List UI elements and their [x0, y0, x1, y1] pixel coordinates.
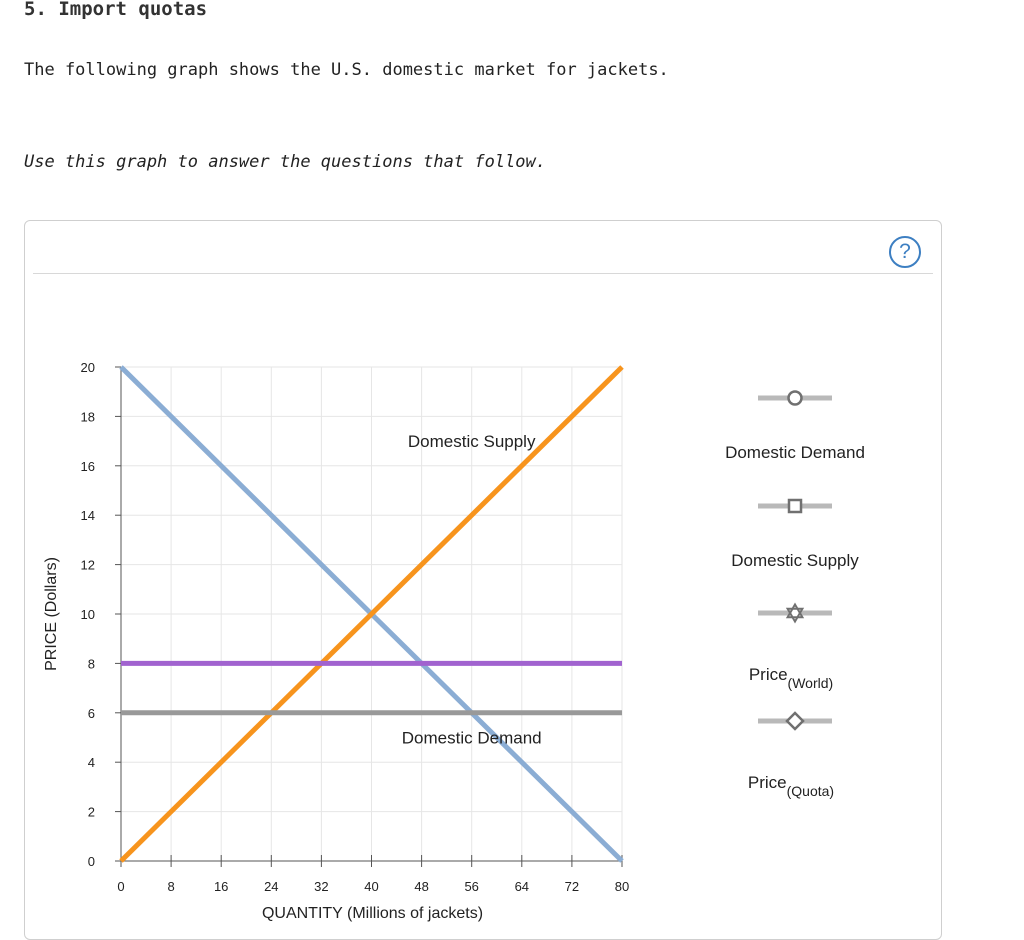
- panel-header-divider: [33, 273, 933, 274]
- legend-item[interactable]: Price(World): [749, 602, 833, 692]
- legend-label: Price(World): [749, 665, 833, 691]
- x-tick-label: 80: [615, 879, 629, 894]
- y-tick-label: 20: [81, 360, 95, 375]
- y-tick-label: 2: [88, 805, 95, 820]
- series-layer: [119, 365, 624, 863]
- legend-label: Domestic Supply: [731, 551, 859, 570]
- y-tick-label: 12: [81, 558, 95, 573]
- curve-label: Domestic Demand: [402, 729, 542, 748]
- x-tick-label: 0: [117, 879, 124, 894]
- x-tick-label: 72: [565, 879, 579, 894]
- star-marker-icon: [785, 607, 805, 624]
- square-marker-icon: [787, 498, 803, 514]
- y-tick-label: 4: [88, 755, 95, 770]
- y-tick-label: 10: [81, 607, 95, 622]
- x-tick-label: 16: [214, 879, 228, 894]
- y-tick-label: 6: [88, 706, 95, 721]
- x-tick-label: 24: [264, 879, 278, 894]
- question-instruction: Use this graph to answer the questions t…: [24, 152, 546, 172]
- legend-item[interactable]: Price(Quota): [748, 711, 834, 799]
- x-tick-label: 56: [464, 879, 478, 894]
- x-tick-label: 64: [515, 879, 529, 894]
- legend-item[interactable]: Domestic Demand: [725, 390, 865, 463]
- x-tick-label: 8: [167, 879, 174, 894]
- y-tick-label: 14: [81, 508, 95, 523]
- series-line-2[interactable]: [119, 365, 624, 863]
- y-axis-title: PRICE (Dollars): [43, 557, 60, 671]
- curve-label: Domestic Supply: [408, 432, 536, 451]
- question-title: 5. Import quotas: [24, 0, 208, 20]
- graph-panel: ?: [24, 220, 942, 940]
- legend: Domestic Demand Domestic Supply Price(Worl…: [725, 390, 865, 799]
- x-tick-label: 40: [364, 879, 378, 894]
- circle-marker-icon: [787, 390, 803, 406]
- y-tick-label: 8: [88, 656, 95, 671]
- help-button[interactable]: ?: [889, 236, 921, 268]
- question-description: The following graph shows the U.S. domes…: [24, 60, 669, 80]
- question-mark-icon: ?: [899, 240, 911, 263]
- x-axis-title: QUANTITY (Millions of jackets): [262, 905, 483, 922]
- x-tick-label: 32: [314, 879, 328, 894]
- y-tick-label: 0: [88, 854, 95, 869]
- legend-label: Price(Quota): [748, 773, 834, 799]
- legend-item[interactable]: Domestic Supply: [731, 498, 859, 570]
- y-tick-label: 16: [81, 459, 95, 474]
- y-tick-label: 18: [81, 409, 95, 424]
- labels-layer: Domestic Supply Domestic Demand: [402, 432, 542, 747]
- diamond-marker-icon: [785, 711, 805, 731]
- x-tick-label: 48: [414, 879, 428, 894]
- legend-label: Domestic Demand: [725, 443, 865, 462]
